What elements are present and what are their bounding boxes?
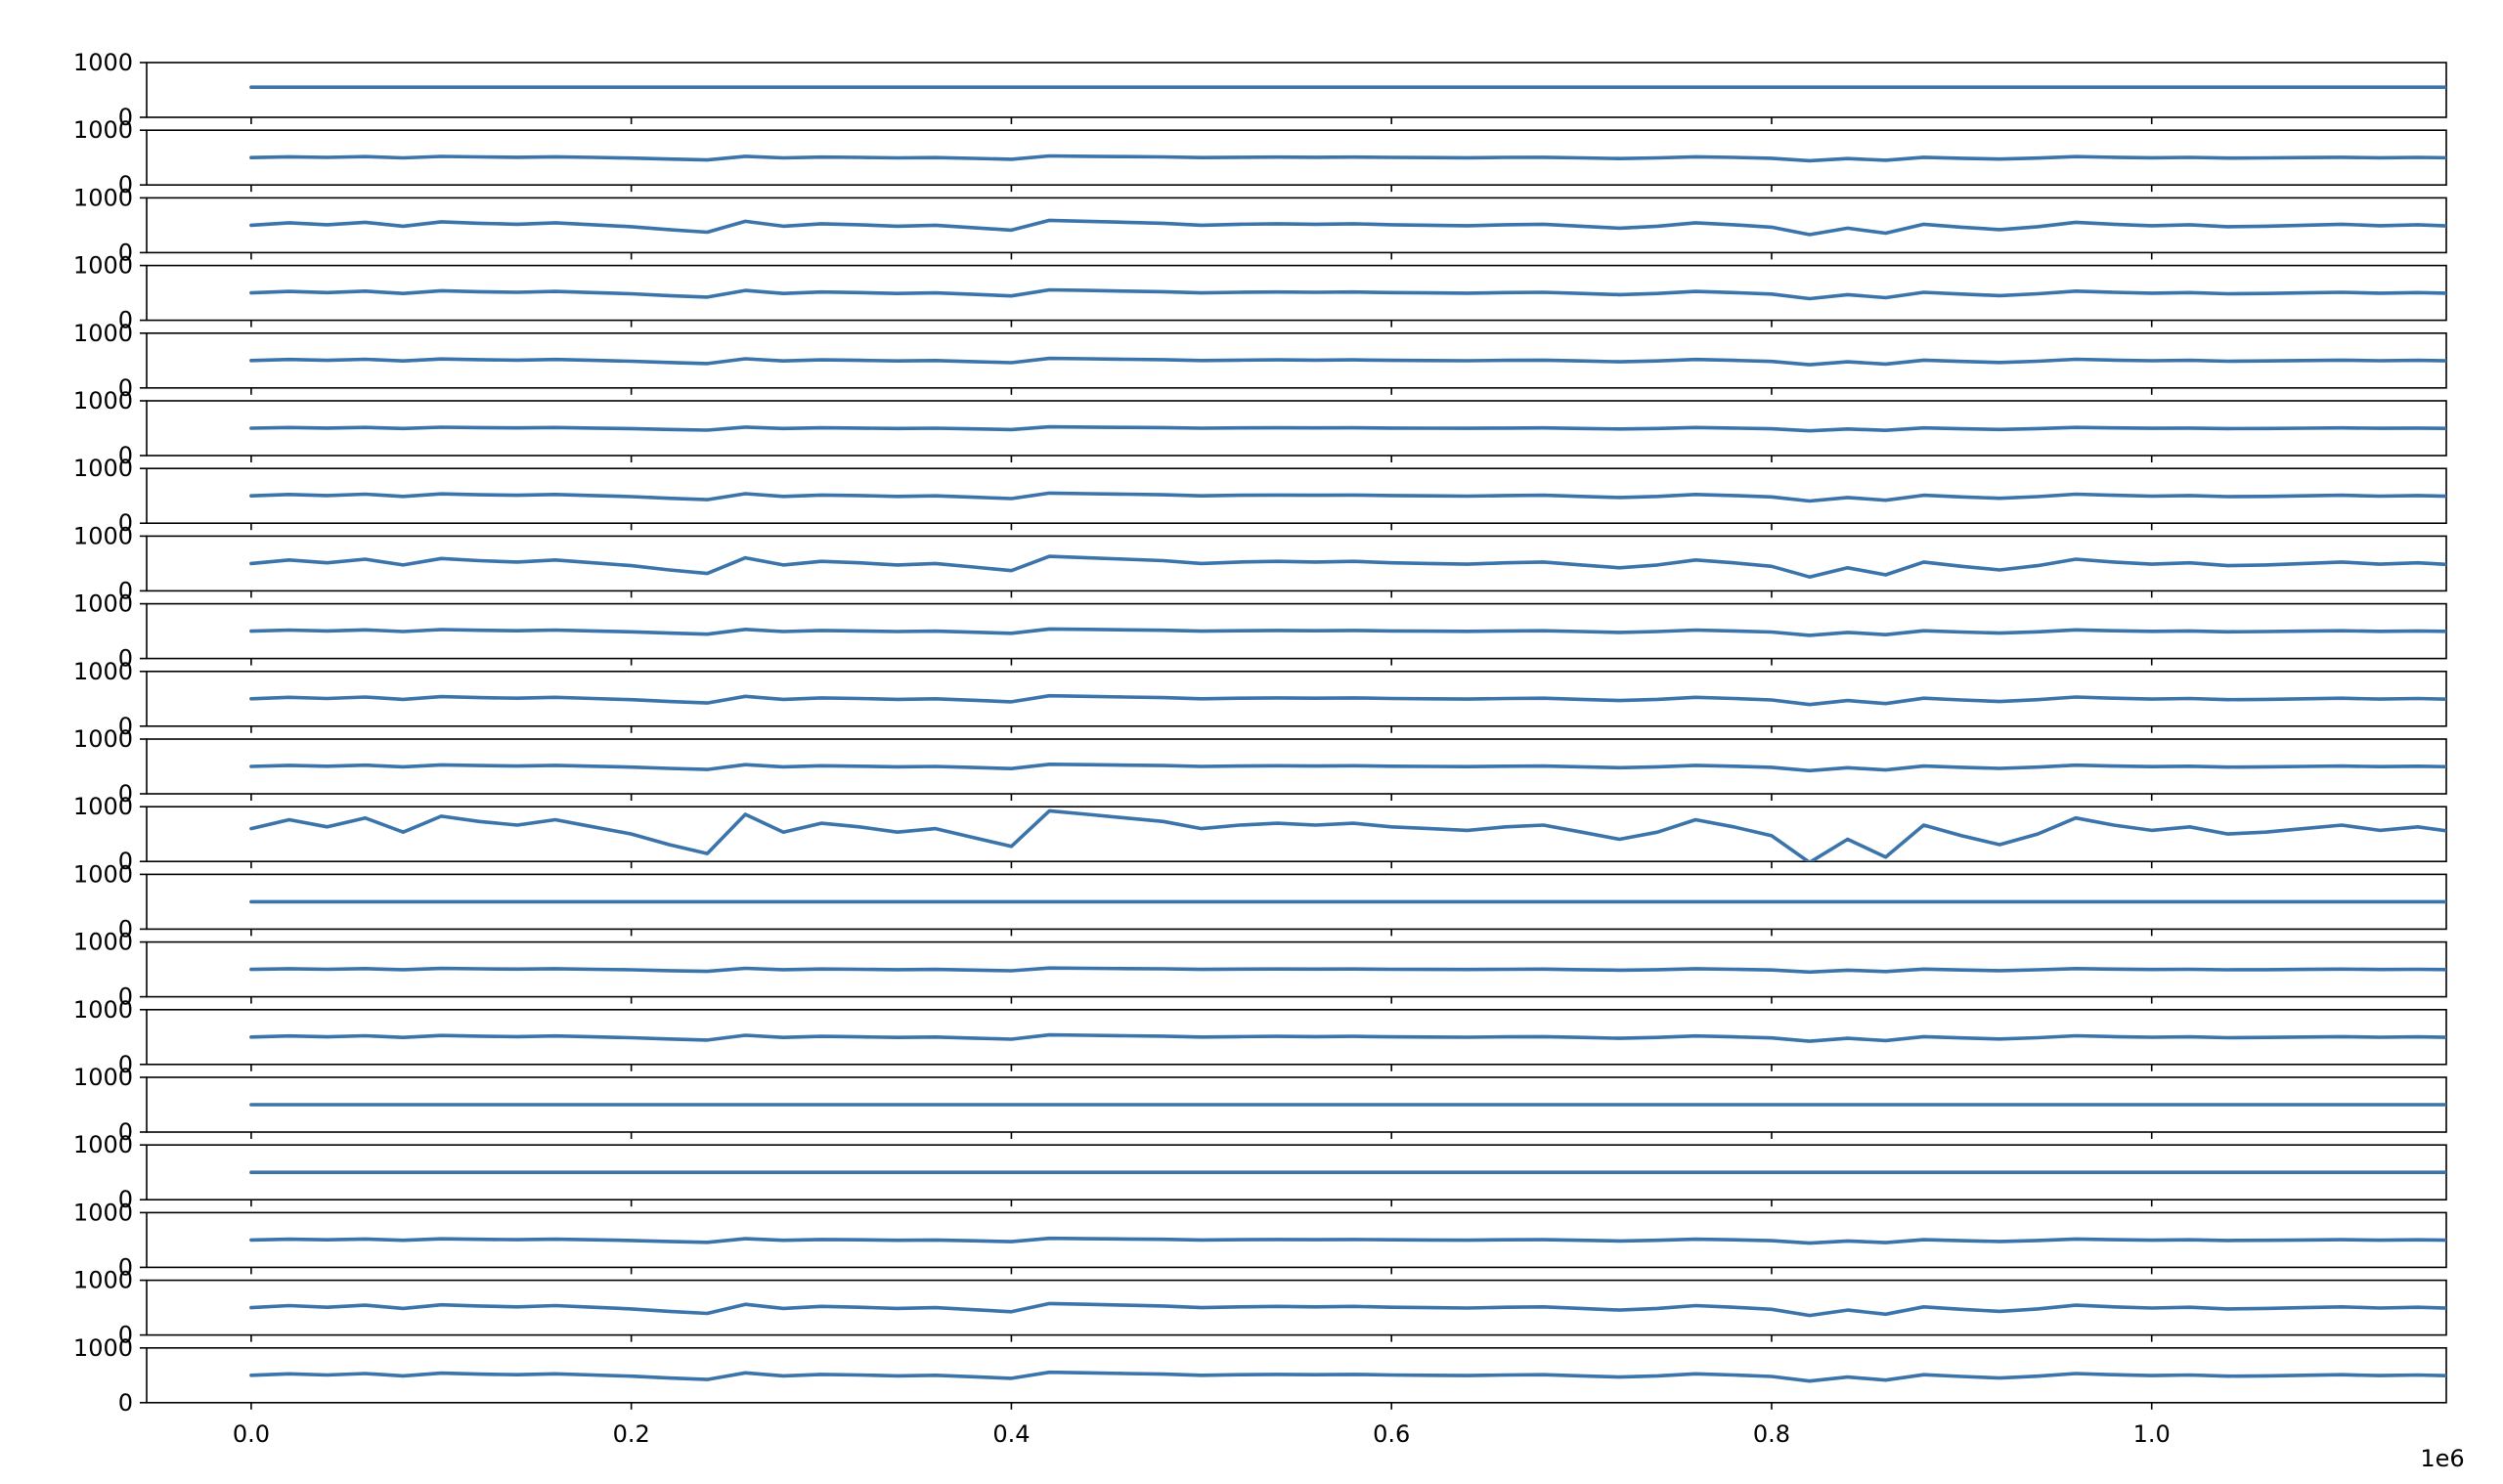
panel-6: 1000 0 bbox=[73, 387, 2447, 469]
x-tick-label: 0.0 bbox=[233, 1420, 270, 1448]
y-tick-label: 1000 bbox=[73, 455, 133, 482]
series-line bbox=[249, 693, 2446, 707]
y-tick-label: 0 bbox=[118, 983, 133, 1011]
y-tick-label: 0 bbox=[118, 1051, 133, 1078]
y-tick-label: 0 bbox=[118, 1253, 133, 1281]
y-tick-label: 1000 bbox=[73, 996, 133, 1024]
series-line bbox=[249, 554, 2446, 579]
panel-1: 1000 0 bbox=[73, 49, 2447, 131]
y-tick-label: 1000 bbox=[73, 793, 133, 820]
y-tick-label: 0 bbox=[118, 915, 133, 942]
panel-frame bbox=[146, 535, 2447, 592]
series-line bbox=[249, 218, 2446, 237]
y-tick-label: 0 bbox=[118, 104, 133, 131]
y-tick-label: 1000 bbox=[73, 1131, 133, 1158]
x-tick-label: 1.0 bbox=[2133, 1420, 2171, 1448]
y-tick-label: 0 bbox=[118, 848, 133, 875]
series-line bbox=[249, 808, 2446, 862]
y-tick-label: 0 bbox=[118, 509, 133, 537]
x-axis: 0.0 0.2 0.4 0.6 0.8 1.0 bbox=[233, 1420, 2171, 1448]
panel-2: 1000 0 bbox=[73, 116, 2447, 198]
panel-3: 1000 0 bbox=[73, 184, 2447, 266]
panel-10: 1000 0 bbox=[73, 658, 2447, 740]
series-line bbox=[249, 966, 2446, 975]
panel-7: 1000 0 bbox=[73, 455, 2447, 537]
y-tick-label: 1000 bbox=[73, 590, 133, 618]
y-tick-label: 1000 bbox=[73, 1199, 133, 1226]
series-line bbox=[249, 153, 2446, 163]
y-tick-label: 0 bbox=[118, 1118, 133, 1146]
y-tick-label: 0 bbox=[118, 171, 133, 198]
x-axis-offset-label: 1e6 bbox=[2420, 1445, 2464, 1472]
y-tick-label: 0 bbox=[118, 713, 133, 740]
series-line bbox=[249, 763, 2446, 773]
series-line bbox=[249, 287, 2446, 301]
panel-8: 1000 0 bbox=[73, 522, 2447, 604]
panel-19: 1000 0 bbox=[73, 1267, 2447, 1349]
series-line bbox=[249, 356, 2446, 367]
y-tick-label: 1000 bbox=[73, 522, 133, 549]
y-tick-label: 1000 bbox=[73, 725, 133, 753]
y-tick-label: 0 bbox=[118, 577, 133, 604]
y-tick-label: 1000 bbox=[73, 252, 133, 280]
y-tick-label: 0 bbox=[118, 1186, 133, 1213]
y-tick-label: 0 bbox=[118, 645, 133, 673]
panel-9: 1000 0 bbox=[73, 590, 2447, 673]
panel-13: 1000 0 bbox=[73, 860, 2447, 942]
y-tick-label: 0 bbox=[118, 307, 133, 334]
y-tick-label: 1000 bbox=[73, 116, 133, 144]
panel-frame bbox=[146, 806, 2447, 863]
y-tick-label: 1000 bbox=[73, 320, 133, 347]
y-tick-label: 1000 bbox=[73, 860, 133, 888]
y-tick-label: 1000 bbox=[73, 49, 133, 76]
series-line bbox=[249, 1301, 2446, 1318]
panel-16: 1000 0 bbox=[73, 1064, 2447, 1146]
panels-layer: 1000010000100001000010000100001000010000… bbox=[73, 49, 2447, 1417]
y-tick-label: 1000 bbox=[73, 1064, 133, 1091]
y-tick-label: 0 bbox=[118, 374, 133, 402]
panel-4: 1000 0 bbox=[73, 252, 2447, 334]
x-tick-label: 0.2 bbox=[613, 1420, 650, 1448]
y-tick-label: 1000 bbox=[73, 184, 133, 211]
panel-15: 1000 0 bbox=[73, 996, 2447, 1078]
y-tick-label: 1000 bbox=[73, 1267, 133, 1294]
panel-17: 1000 0 bbox=[73, 1131, 2447, 1213]
series-line bbox=[249, 627, 2446, 637]
y-tick-label: 0 bbox=[118, 1389, 133, 1417]
panel-14: 1000 0 bbox=[73, 929, 2447, 1011]
y-tick-label: 0 bbox=[118, 780, 133, 807]
panel-12: 1000 0 bbox=[73, 793, 2447, 875]
panel-frame bbox=[146, 62, 2447, 118]
panel-18: 1000 0 bbox=[73, 1199, 2447, 1281]
y-tick-label: 0 bbox=[118, 442, 133, 469]
panel-5: 1000 0 bbox=[73, 320, 2447, 402]
y-tick-label: 0 bbox=[118, 239, 133, 266]
x-tick-label: 0.4 bbox=[992, 1420, 1030, 1448]
series-line bbox=[249, 424, 2446, 433]
y-tick-label: 1000 bbox=[73, 658, 133, 685]
y-tick-label: 1000 bbox=[73, 929, 133, 956]
y-tick-label: 1000 bbox=[73, 387, 133, 415]
x-tick-label: 0.8 bbox=[1753, 1420, 1790, 1448]
series-line bbox=[249, 491, 2446, 503]
panel-20: 1000 0 bbox=[73, 1334, 2447, 1417]
panel-11: 1000 0 bbox=[73, 725, 2447, 807]
series-line bbox=[249, 1236, 2446, 1245]
series-line bbox=[249, 1370, 2446, 1383]
x-tick-label: 0.6 bbox=[1373, 1420, 1410, 1448]
y-tick-label: 1000 bbox=[73, 1334, 133, 1362]
y-tick-label: 0 bbox=[118, 1322, 133, 1349]
series-line bbox=[249, 1032, 2446, 1043]
